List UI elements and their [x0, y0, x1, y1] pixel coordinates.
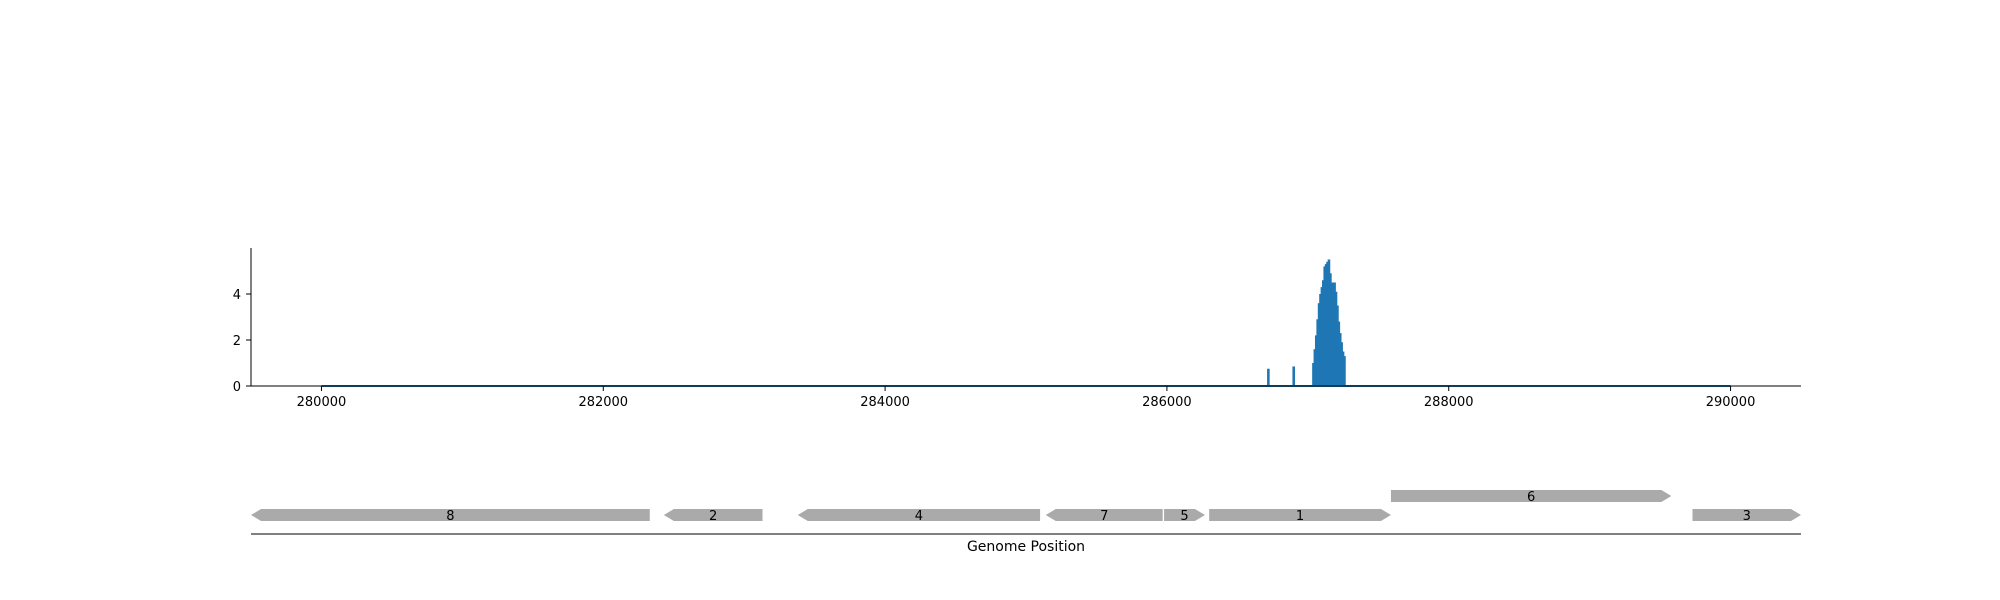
- coverage-bar: [1267, 368, 1270, 386]
- coverage-bar: [1337, 321, 1341, 386]
- coverage-bar: [1326, 261, 1329, 386]
- coverage-bar: [1343, 356, 1346, 386]
- coverage-bar: [1320, 287, 1324, 386]
- coverage-bar: [1333, 282, 1336, 386]
- gene-arrows: 8 2 4 7 5 1 6 3: [251, 490, 1801, 524]
- gene-arrow-7: [1045, 509, 1163, 521]
- y-ticks: 0 2 4: [233, 288, 251, 395]
- coverage-bar: [1317, 303, 1321, 386]
- gene-label-2: 2: [709, 509, 717, 524]
- coverage-bar: [1340, 342, 1343, 386]
- gene-arrow-2: [663, 509, 763, 521]
- coverage-bar: [1312, 363, 1315, 386]
- coverage-bar: [1313, 349, 1317, 386]
- x-tick-label: 282000: [578, 395, 628, 410]
- coverage-bar: [1323, 266, 1327, 386]
- coverage-bar: [1322, 280, 1325, 386]
- coverage-bars: [1267, 259, 1346, 386]
- coverage-plot: 0 2 4 280000 282000 284000 286000 288000 290000: [233, 248, 1801, 410]
- gene-label-3: 3: [1743, 509, 1751, 524]
- coverage-bar: [1327, 259, 1331, 386]
- gene-track: 8 2 4 7 5 1 6 3 Genome Position: [251, 490, 1801, 555]
- gene-arrow-8: [251, 509, 650, 521]
- x-ticks: 280000 282000 284000 286000 288000 290000: [297, 386, 1756, 410]
- coverage-bar: [1316, 319, 1319, 386]
- y-tick-label: 4: [233, 288, 241, 303]
- x-tick-label: 280000: [297, 395, 347, 410]
- x-tick-label: 284000: [860, 395, 910, 410]
- coverage-bar: [1292, 366, 1296, 386]
- gene-arrow-6: [1390, 490, 1672, 502]
- gene-label-8: 8: [446, 509, 454, 524]
- coverage-bar: [1314, 335, 1318, 386]
- gene-label-4: 4: [915, 509, 923, 524]
- y-tick-label: 0: [233, 380, 241, 395]
- coverage-bar: [1334, 291, 1338, 386]
- gene-label-7: 7: [1100, 509, 1108, 524]
- coverage-bar: [1341, 351, 1345, 386]
- gene-track-x-label: Genome Position: [967, 539, 1085, 555]
- x-tick-label: 288000: [1424, 395, 1474, 410]
- coverage-bar: [1324, 264, 1328, 386]
- x-tick-label: 290000: [1706, 395, 1756, 410]
- x-tick-label: 286000: [1142, 395, 1192, 410]
- gene-label-6: 6: [1527, 490, 1535, 505]
- coverage-bar: [1336, 305, 1339, 386]
- gene-arrow-5: [1164, 509, 1205, 521]
- gene-label-5: 5: [1180, 509, 1188, 524]
- coverage-bar: [1330, 282, 1334, 386]
- coverage-bar: [1329, 273, 1332, 386]
- coverage-bar: [1319, 294, 1322, 386]
- gene-arrow-1: [1209, 509, 1391, 521]
- gene-arrow-4: [797, 509, 1041, 521]
- gene-label-1: 1: [1296, 509, 1304, 524]
- coverage-bar: [1338, 333, 1342, 386]
- y-tick-label: 2: [233, 334, 241, 349]
- coverage-bar: [1331, 282, 1335, 386]
- gene-arrow-3: [1692, 509, 1801, 521]
